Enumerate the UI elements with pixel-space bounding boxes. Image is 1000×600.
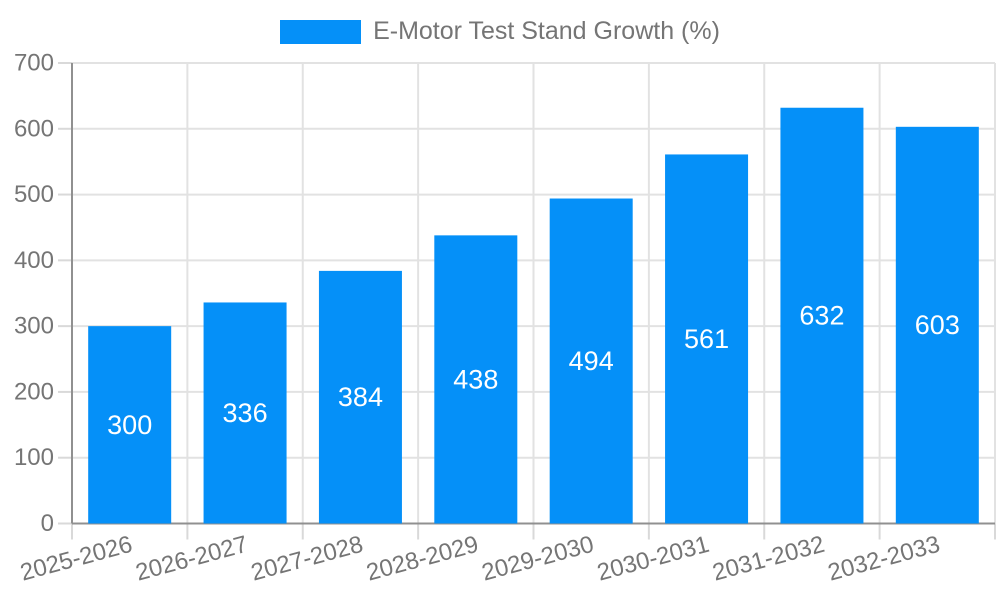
bar-value-label: 603 (915, 310, 960, 340)
legend-label: E-Motor Test Stand Growth (%) (373, 17, 720, 45)
bar-value-label: 494 (569, 346, 614, 376)
x-tick-label: 2028-2029 (364, 531, 482, 587)
y-tick-label: 500 (14, 181, 54, 208)
tick-marks (58, 62, 996, 540)
bar[interactable] (88, 326, 172, 524)
bar-value-label: 384 (338, 382, 383, 412)
legend-swatch (280, 19, 362, 44)
bar[interactable] (665, 154, 749, 524)
bar-value-label: 336 (223, 398, 268, 428)
y-tick-labels: 0 100 200 300 400 500 600 700 (14, 50, 54, 538)
x-tick-label: 2032-2033 (825, 531, 943, 587)
bar[interactable] (203, 302, 287, 524)
y-tick-label: 400 (14, 247, 54, 274)
x-tick-labels: 2025-20262026-20272027-20282028-20292029… (17, 531, 942, 587)
bar[interactable] (549, 198, 633, 524)
y-tick-label: 600 (14, 115, 54, 142)
x-tick-label: 2030-2031 (594, 531, 712, 587)
x-tick-label: 2025-2026 (17, 531, 135, 587)
x-tick-label: 2026-2027 (133, 531, 251, 587)
bar-value-label: 632 (799, 301, 844, 331)
bar[interactable] (780, 107, 864, 524)
bar-value-label: 561 (684, 324, 729, 354)
y-tick-label: 700 (14, 50, 54, 77)
bar-value-label: 438 (453, 364, 498, 394)
x-tick-label: 2029-2030 (479, 531, 597, 587)
bar[interactable] (895, 126, 979, 524)
x-tick-label: 2027-2028 (248, 531, 366, 587)
legend[interactable]: E-Motor Test Stand Growth (%) (0, 17, 1000, 46)
bar-value-label: 300 (107, 410, 152, 440)
bars: 300 336 384 438 494 561 632 603 (88, 107, 979, 524)
x-gridlines (186, 63, 996, 524)
y-tick-label: 100 (14, 444, 54, 471)
y-tick-label: 0 (41, 510, 54, 537)
bar[interactable] (318, 270, 402, 524)
bar[interactable] (434, 235, 518, 524)
y-tick-label: 300 (14, 313, 54, 340)
x-tick-label: 2031-2032 (710, 531, 828, 587)
y-tick-label: 200 (14, 378, 54, 405)
